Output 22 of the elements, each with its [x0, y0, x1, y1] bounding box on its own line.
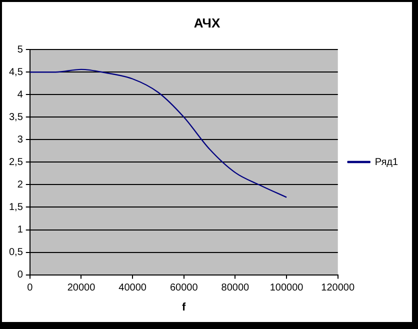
x-tick-label: 120000	[321, 282, 355, 294]
y-tick-label: 2	[17, 179, 24, 190]
x-tick-label: 20000	[67, 282, 96, 294]
chart-title: АЧХ	[194, 15, 220, 30]
line-series	[30, 68, 288, 198]
x-axis-title: f	[182, 301, 186, 314]
x-tick-label: 80000	[221, 282, 250, 294]
legend-label: Ряд1	[374, 156, 398, 168]
x-tick-label: 40000	[118, 282, 147, 294]
y-tick-label: 2,5	[8, 156, 24, 168]
y-tick-label: 4,5	[8, 66, 24, 78]
y-tick-label: 0,5	[8, 247, 24, 258]
y-tick-label: 0	[17, 270, 24, 281]
y-tick-label: 3,5	[8, 112, 24, 123]
y-tick-label: 5	[17, 44, 24, 56]
x-tick-label: 0	[27, 282, 34, 294]
y-tick-label: 3	[17, 134, 24, 146]
y-tick-label: 1,5	[8, 202, 24, 213]
x-tick-label: 100000	[270, 282, 304, 294]
x-tick-label: 60000	[170, 282, 198, 294]
y-tick-label: 1	[17, 224, 24, 236]
y-tick-label: 4	[17, 89, 24, 100]
